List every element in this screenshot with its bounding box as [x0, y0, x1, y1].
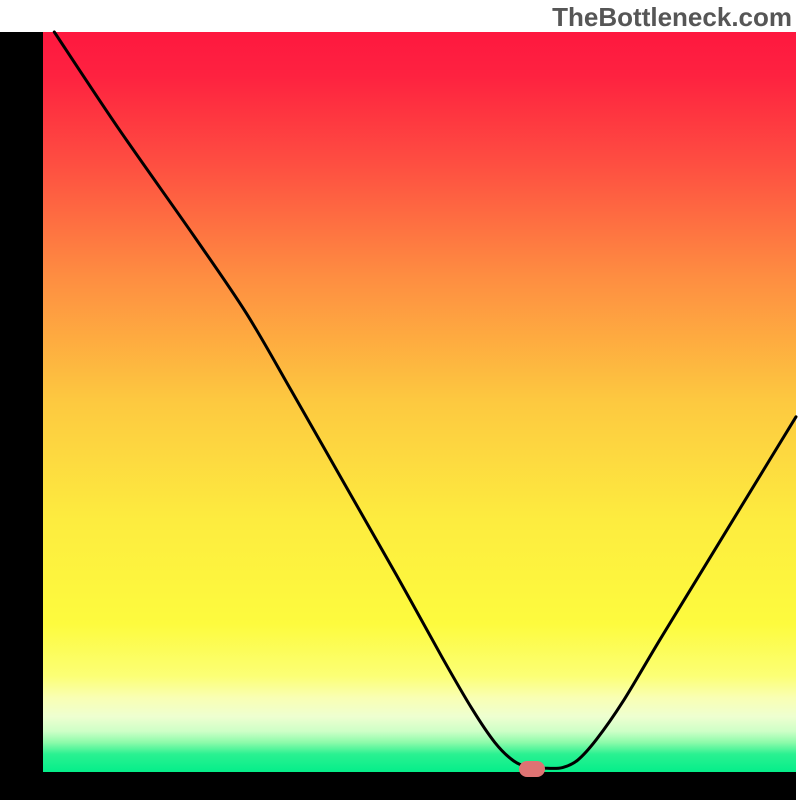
- bottleneck-curve: [0, 0, 800, 800]
- optimum-marker: [519, 761, 545, 777]
- chart-container: TheBottleneck.com: [0, 0, 800, 800]
- watermark-text: TheBottleneck.com: [552, 2, 792, 33]
